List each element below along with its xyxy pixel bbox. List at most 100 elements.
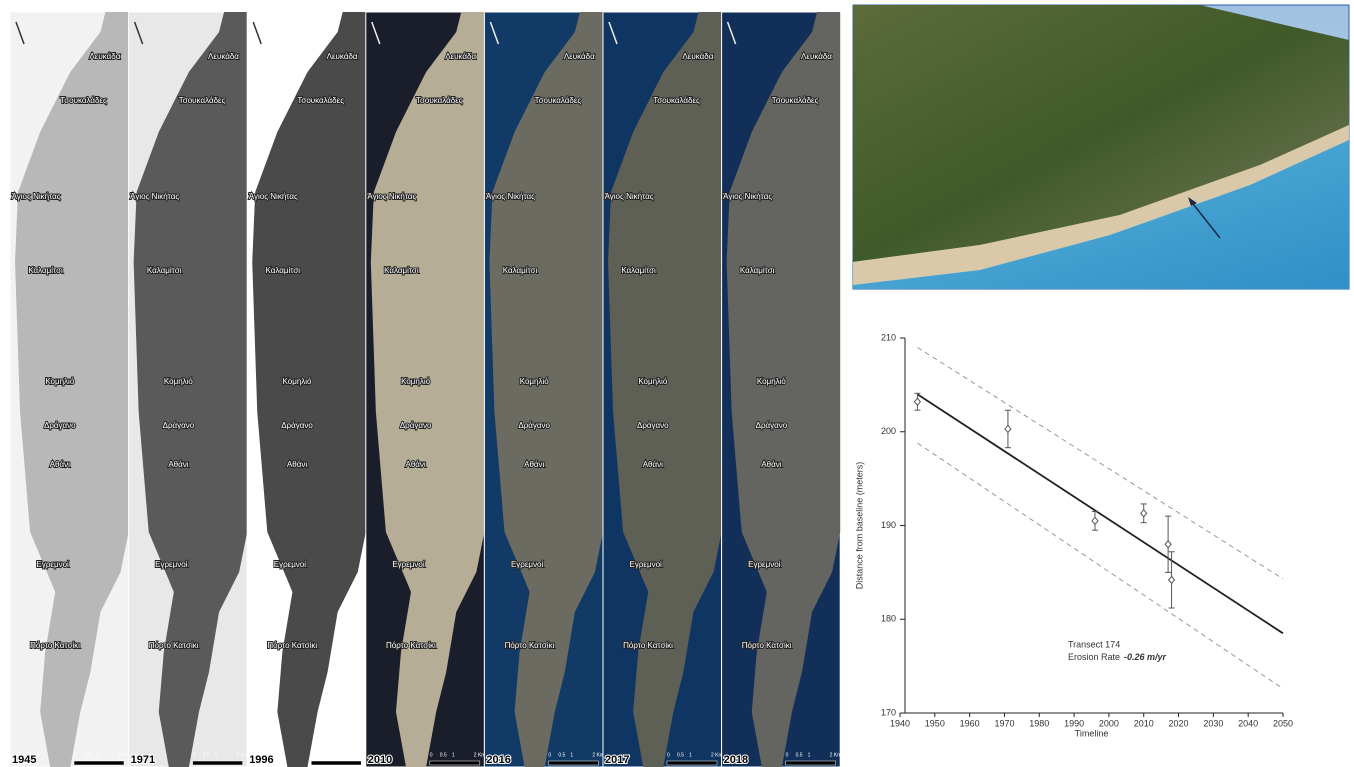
place-label: Άγιος Νικήτας (723, 192, 772, 201)
place-label: Αθάνι (406, 460, 426, 469)
satellite-panels: Λευκάδα Τσουκαλάδες Άγιος Νικήτας Καλαμίτσι… (9, 11, 842, 767)
north-arrow (726, 21, 737, 45)
place-label: Κομηλιό (45, 377, 75, 386)
y-tick-label: 170 (881, 707, 896, 717)
place-label: Καλαμίτσι (621, 266, 656, 275)
place-label: Λευκάδα (445, 52, 476, 61)
scale-label: 0.5 (321, 752, 328, 758)
data-point (1140, 509, 1148, 518)
place-label: Πόρτο Κατσίκι (149, 641, 199, 650)
scale-label: 0 (786, 752, 789, 758)
fit-line (917, 442, 1284, 690)
place-label: Τσουκαλάδες (772, 96, 819, 105)
x-tick-label: 1980 (1029, 718, 1049, 728)
place-label: Δράγανο (44, 421, 76, 430)
place-label: Καλαμίτσι (266, 266, 301, 275)
place-label: Εγρεμνοί (274, 560, 307, 569)
scale-label: 2 Km (592, 752, 604, 758)
place-label: Καλαμίτσι (503, 266, 538, 275)
y-tick-label: 210 (881, 332, 896, 342)
scale-bar (548, 760, 599, 766)
place-label: Πόρτο Κατσίκι (623, 641, 673, 650)
x-axis-label: Timeline (1075, 728, 1109, 738)
data-point (1164, 539, 1172, 549)
place-label: Αθάνι (50, 460, 70, 469)
scale-label: 1 (570, 752, 573, 758)
scale-label: 0.5 (84, 752, 91, 758)
north-arrow (489, 21, 500, 45)
scale-label: 2 Km (118, 752, 130, 758)
scale-bar (785, 760, 836, 766)
place-label: Τσουκαλάδες (297, 96, 344, 105)
x-tick-label: 1970 (994, 718, 1014, 728)
scale-bar (73, 760, 125, 766)
scale-bar (666, 760, 718, 766)
scale-label: 1 (96, 752, 99, 758)
scale-label: 2 Km (711, 752, 723, 758)
photo-arrow-head (1188, 197, 1197, 206)
place-label: Κομηλιό (164, 377, 194, 386)
x-tick-label: 1950 (925, 718, 945, 728)
place-label: Αθάνι (643, 460, 663, 469)
north-arrow (133, 21, 144, 45)
place-label: Δράγανο (163, 421, 195, 430)
y-tick-label: 190 (881, 520, 896, 530)
place-label: Λευκάδα (89, 52, 120, 61)
place-label: Τσουκαλάδες (60, 96, 107, 105)
scale-label: 0.5 (677, 752, 684, 758)
scale-bar (429, 760, 481, 766)
north-arrow (15, 21, 25, 45)
place-label: Καλαμίτσι (384, 266, 419, 275)
place-label: Καλαμίτσι (740, 266, 775, 275)
x-tick-label: 2010 (1134, 718, 1154, 728)
place-label: Τσουκαλάδες (179, 96, 226, 105)
place-label: Αθάνι (168, 460, 188, 469)
panel-land (370, 12, 485, 767)
place-label: Λευκάδα (801, 52, 832, 61)
place-label: Κομηλιό (520, 377, 550, 386)
panel-land (489, 12, 603, 767)
place-label: Άγιος Νικήτας (605, 192, 654, 201)
x-tick-label: 2020 (1169, 718, 1189, 728)
panel-land (726, 12, 841, 767)
x-tick-label: 2030 (1203, 718, 1223, 728)
place-label: Πόρτο Κατσίκι (386, 641, 436, 650)
x-tick-label: 1990 (1064, 718, 1084, 728)
north-arrow (608, 21, 618, 45)
place-label: Κομηλιό (757, 377, 787, 386)
scale-bar (310, 760, 362, 766)
photo-arrow (1189, 199, 1221, 239)
scale-label: 2 Km (830, 752, 842, 758)
place-label: Δράγανο (756, 421, 788, 430)
y-tick-label: 180 (881, 614, 896, 624)
year-label: 1971 (131, 754, 155, 766)
scale-label: 0 (548, 752, 551, 758)
place-label: Τσουκαλάδες (653, 96, 700, 105)
scale-label: 0 (430, 752, 433, 758)
panel: Λευκάδα Τσουκαλάδες Άγιος Νικήτας Καλαμίτσι… (365, 11, 486, 767)
data-point (1167, 575, 1176, 585)
place-label: Κομηλιό (638, 377, 668, 386)
panel-land (133, 12, 248, 767)
scale-bar (192, 760, 243, 766)
y-tick-label: 200 (881, 426, 896, 436)
scale-label: 0.5 (440, 752, 447, 758)
scale-label: 2 Km (474, 752, 486, 758)
panel-land (15, 12, 129, 767)
panel: Λευκάδα Τσουκαλάδες Άγιος Νικήτας Καλαμίτσι… (9, 11, 130, 767)
x-tick-label: 2040 (1238, 718, 1258, 728)
x-tick-label: 2000 (1099, 718, 1119, 728)
year-label: 1945 (12, 754, 36, 766)
photo (852, 4, 1350, 290)
place-label: Τσουκαλάδες (416, 96, 463, 105)
scale-label: 0.5 (796, 752, 803, 758)
place-label: Πόρτο Κατσίκι (30, 641, 80, 650)
data-point (1004, 424, 1012, 434)
annotation: Erosion Rate -0.26 m/yr (1068, 652, 1167, 662)
place-label: Κομηλιό (283, 377, 313, 386)
annotation-text: Erosion Rate (1068, 652, 1120, 662)
north-arrow (371, 21, 381, 45)
photo-sea (853, 140, 1349, 289)
scale-label: 0.5 (558, 752, 565, 758)
